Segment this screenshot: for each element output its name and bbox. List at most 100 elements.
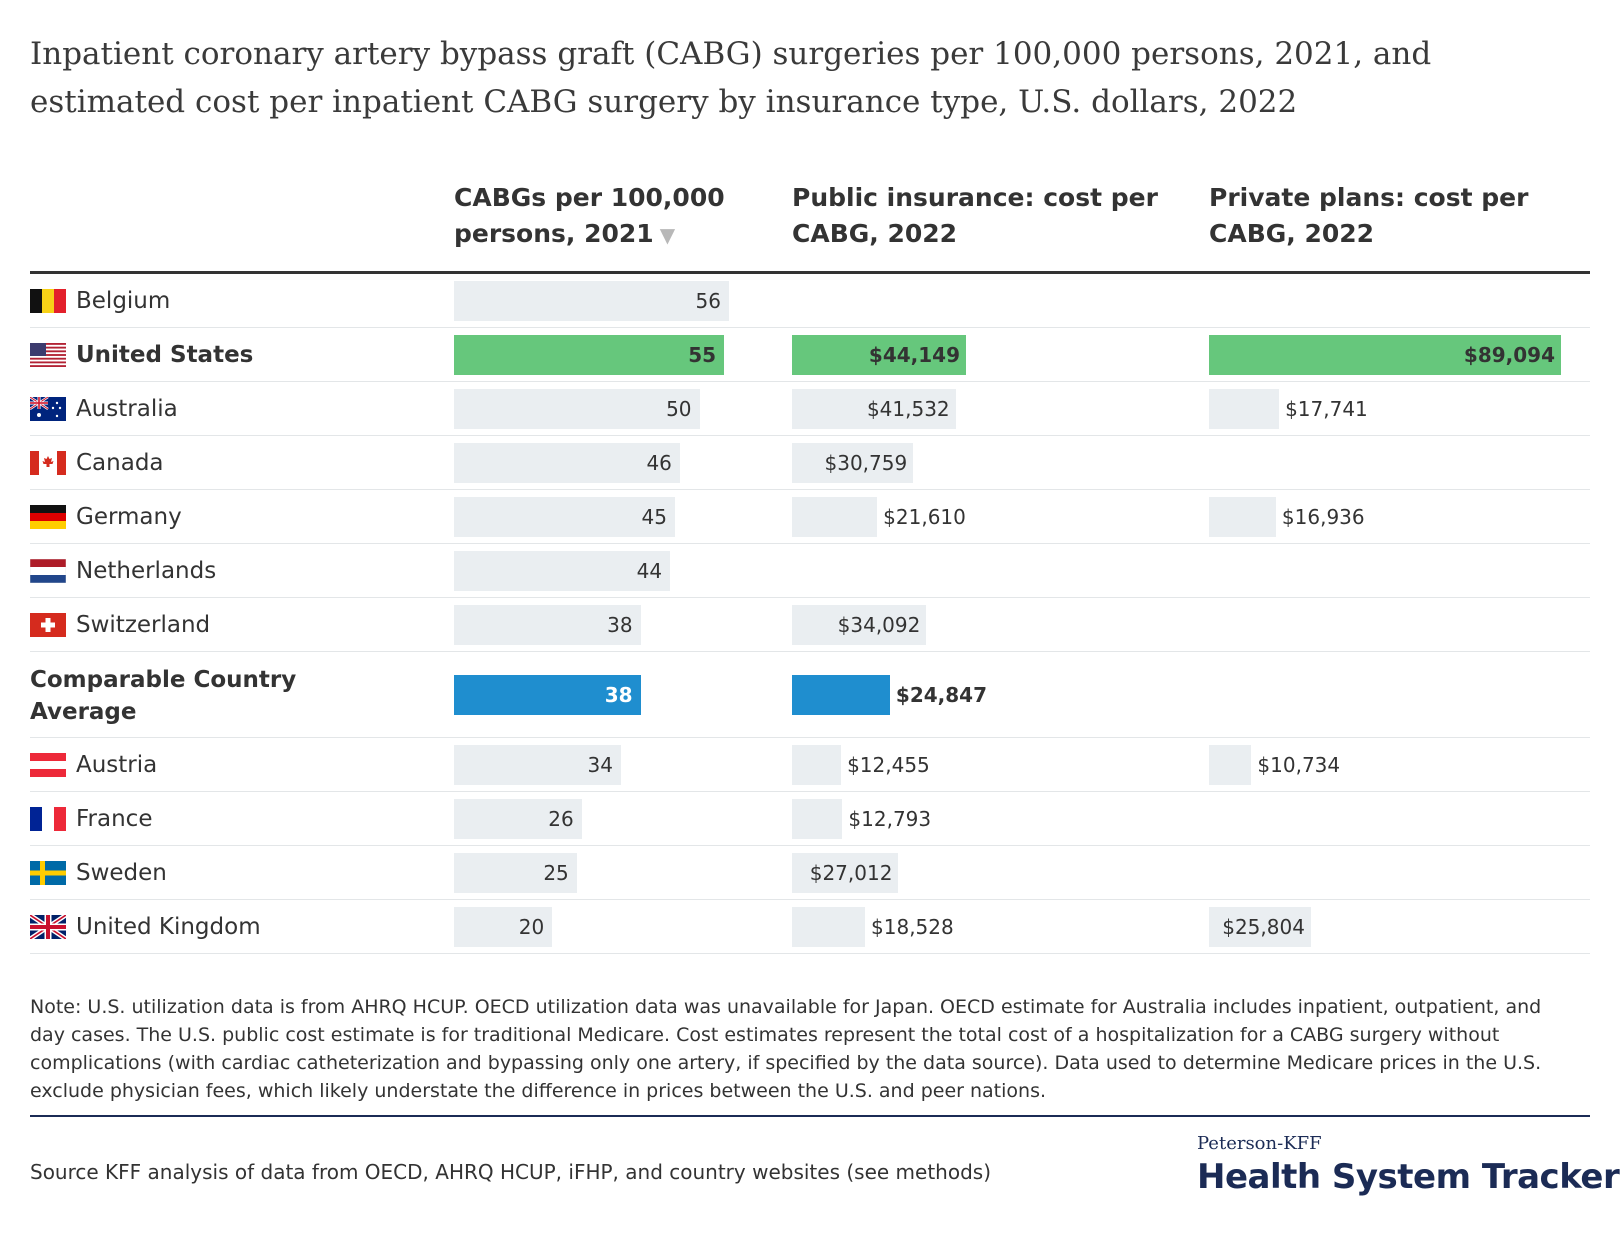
public-cost-value-label: $30,759	[824, 451, 908, 475]
public-cost-bar[interactable]	[792, 907, 866, 947]
private-cost-bar[interactable]	[1209, 389, 1280, 429]
public-cost-value-label: $21,610	[883, 505, 966, 529]
public-cost-bar[interactable]	[792, 443, 914, 483]
row-divider	[30, 651, 1590, 652]
average-label-line2: Average	[30, 699, 137, 725]
cabgs-bar[interactable]	[454, 605, 641, 645]
sort-down-icon[interactable]: ▼	[659, 223, 676, 247]
country-cell-austria: Austria	[30, 738, 157, 792]
cabgs-bar[interactable]	[454, 907, 553, 947]
public-cost-bar[interactable]	[792, 497, 878, 537]
private-cost-bar[interactable]	[1209, 335, 1561, 375]
country-name: Germany	[76, 504, 182, 530]
country-name: France	[76, 806, 153, 832]
row-divider	[30, 381, 1590, 382]
public-cost-bar[interactable]	[792, 675, 890, 715]
cabgs-bar[interactable]	[454, 551, 671, 591]
column-header-cabgs-line2: persons, 2021	[454, 219, 654, 248]
cabgs-bar[interactable]	[454, 675, 641, 715]
table-row: Austria 34 $12,455 $10,734	[30, 738, 1590, 792]
public-cost-value-label: $34,092	[837, 613, 921, 637]
row-divider	[30, 845, 1590, 846]
cabgs-bar[interactable]	[454, 335, 725, 375]
country-cell-united-kingdom: United Kingdom	[30, 900, 261, 954]
country-cell-australia: Australia	[30, 382, 178, 436]
country-cell-germany: Germany	[30, 490, 182, 544]
private-cost-bar[interactable]	[1209, 745, 1252, 785]
public-cost-value-label: $18,528	[871, 915, 954, 939]
country-name: United Kingdom	[76, 914, 261, 940]
private-cost-value-label: $16,936	[1281, 505, 1365, 529]
cabgs-bar[interactable]	[454, 389, 700, 429]
private-cost-bar[interactable]	[1209, 497, 1276, 537]
country-name: Netherlands	[76, 558, 217, 584]
column-header-private-line2: CABG, 2022	[1209, 219, 1375, 248]
private-cost-value-label: $10,734	[1257, 753, 1341, 777]
cabgs-value-label: 44	[636, 559, 663, 583]
table-row: Germany 45 $21,610 $16,936	[30, 490, 1590, 544]
country-cell-sweden: Sweden	[30, 846, 167, 900]
average-label-line1: Comparable Country	[30, 667, 297, 693]
public-cost-value-label: $41,532	[866, 397, 950, 421]
cabgs-value-label: 46	[646, 451, 672, 475]
cabgs-value-label: 25	[543, 861, 569, 885]
cabgs-bar[interactable]	[454, 799, 582, 839]
country-label-average: Comparable Country Average	[30, 664, 296, 728]
table-row: Canada 46 $30,759	[30, 436, 1590, 490]
private-cost-value-label: $89,094	[1463, 343, 1555, 367]
cabgs-bar[interactable]	[454, 745, 621, 785]
country-cell-united-states: United States	[30, 328, 253, 382]
table-row: Sweden 25 $27,012	[30, 846, 1590, 900]
private-cost-bar[interactable]	[1209, 907, 1311, 947]
country-name: Belgium	[76, 288, 171, 314]
header-rule	[30, 271, 1590, 274]
column-header-public-line2: CABG, 2022	[792, 219, 958, 248]
public-cost-value-label: $24,847	[895, 683, 988, 707]
cabgs-bar[interactable]	[454, 443, 680, 483]
column-header-private-line1: Private plans: cost per	[1209, 183, 1529, 212]
canada-flag-icon	[30, 451, 76, 475]
cabgs-bar[interactable]	[454, 853, 577, 893]
public-cost-value-label: $27,012	[809, 861, 893, 885]
public-cost-bar[interactable]	[792, 853, 899, 893]
private-cost-value-label: $25,804	[1222, 915, 1305, 939]
cabgs-value-label: 20	[518, 915, 545, 939]
column-header-cabgs[interactable]: CABGs per 100,000 persons, 2021 ▼	[454, 180, 725, 253]
public-cost-bar[interactable]	[792, 605, 927, 645]
cabgs-value-label: 45	[641, 505, 667, 529]
row-divider	[30, 791, 1590, 792]
column-header-public[interactable]: Public insurance: cost per CABG, 2022	[792, 180, 1158, 252]
row-divider	[30, 737, 1590, 738]
germany-flag-icon	[30, 505, 76, 529]
row-divider	[30, 543, 1590, 544]
cabgs-value-label: 38	[607, 613, 633, 637]
public-cost-bar[interactable]	[792, 389, 956, 429]
column-header-private[interactable]: Private plans: cost per CABG, 2022	[1209, 180, 1528, 252]
sweden-flag-icon	[30, 861, 76, 885]
country-cell-netherlands: Netherlands	[30, 544, 216, 598]
table-row: Australia 50 $41,532 $17,741	[30, 382, 1590, 436]
cabgs-bar[interactable]	[454, 497, 675, 537]
row-divider	[30, 435, 1590, 436]
country-cell-belgium: Belgium	[30, 274, 170, 328]
belgium-flag-icon	[30, 289, 76, 313]
table-row: Belgium 56	[30, 274, 1590, 328]
cabgs-value-label: 55	[688, 343, 717, 367]
public-cost-bar[interactable]	[792, 335, 966, 375]
public-cost-bar[interactable]	[792, 745, 842, 785]
row-divider	[30, 327, 1590, 328]
logo-bottom-text: Health System Tracker	[1197, 1157, 1620, 1197]
row-divider	[30, 953, 1590, 954]
chart-title: Inpatient coronary artery bypass graft (…	[30, 36, 1432, 120]
cabgs-value-label: 38	[604, 683, 633, 707]
australia-flag-icon	[30, 397, 76, 421]
column-header-public-line1: Public insurance: cost per	[792, 183, 1158, 212]
country-name: Austria	[76, 752, 158, 778]
cabgs-value-label: 56	[695, 289, 721, 313]
cabgs-bar[interactable]	[454, 281, 729, 321]
country-name: Sweden	[76, 860, 167, 886]
country-name: Canada	[76, 450, 164, 476]
cabgs-value-label: 50	[666, 397, 692, 421]
table-row: Switzerland 38 $34,092	[30, 598, 1590, 652]
public-cost-bar[interactable]	[792, 799, 843, 839]
